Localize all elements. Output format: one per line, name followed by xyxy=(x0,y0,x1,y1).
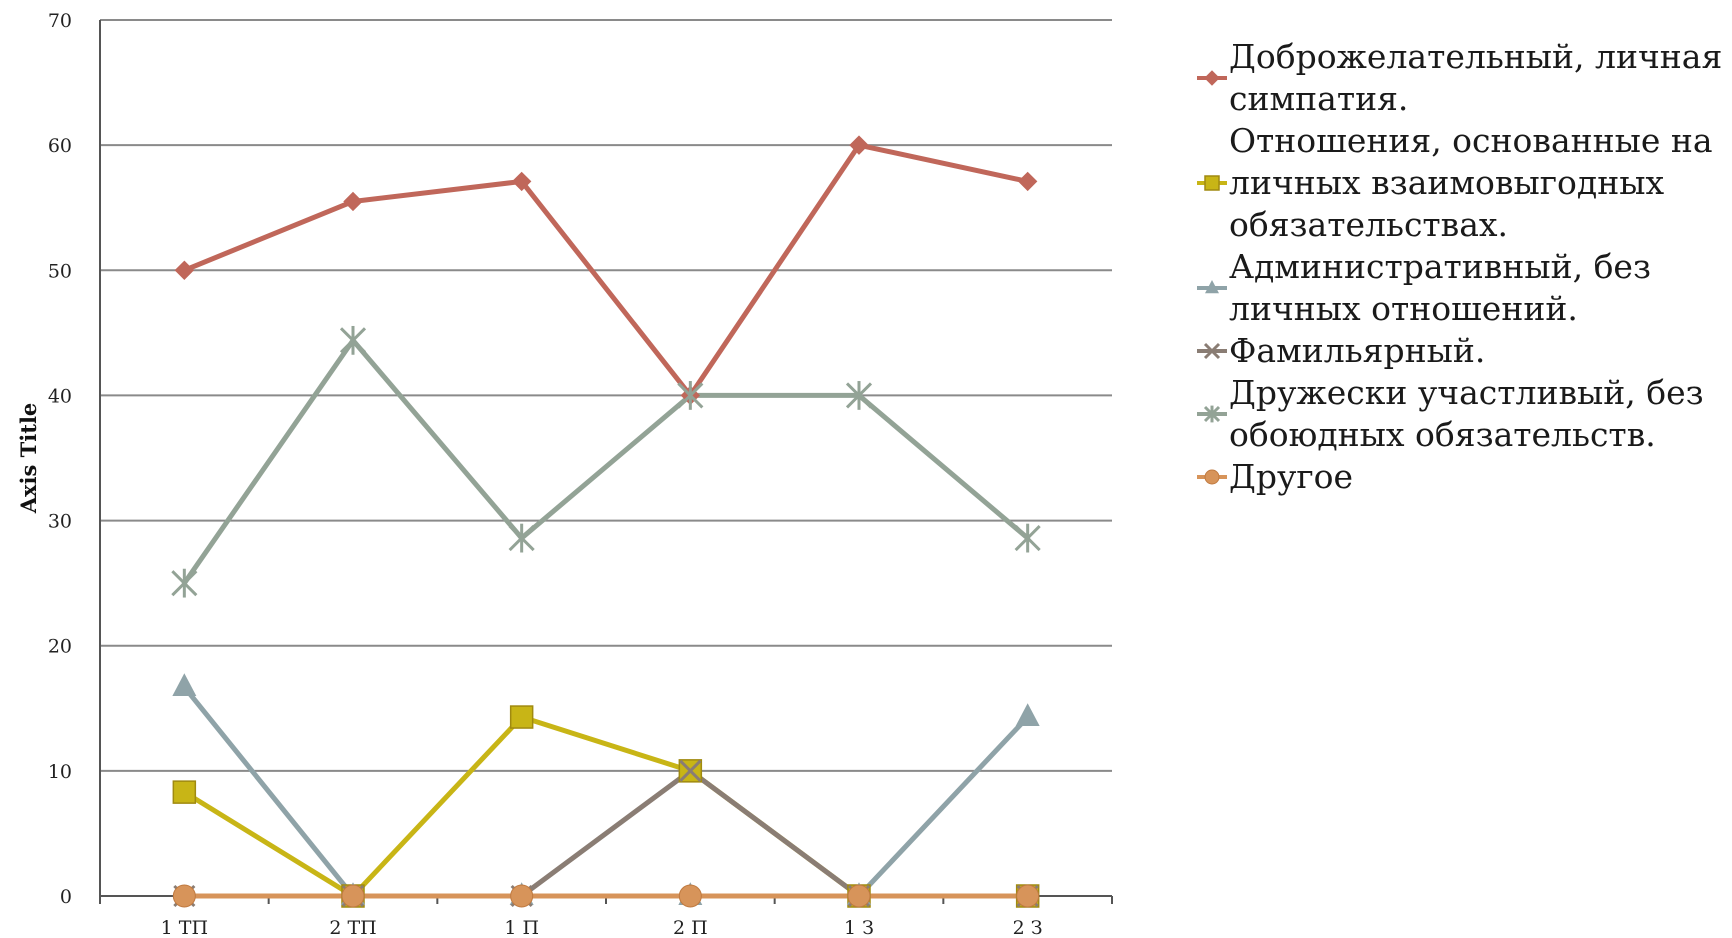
data-point xyxy=(678,884,702,908)
legend-marker-icon xyxy=(1197,405,1227,423)
series-markers-2 xyxy=(172,705,1040,908)
legend-marker-shape xyxy=(1204,70,1220,86)
data-point xyxy=(339,325,367,355)
series-markers-3 xyxy=(172,673,1040,905)
legend-marker-shape xyxy=(1203,405,1221,423)
data-point xyxy=(1015,703,1040,727)
data-point xyxy=(511,171,532,192)
data-point xyxy=(849,135,869,155)
legend-item-2: Отношения, основанные на личных взаимовы… xyxy=(1195,120,1725,246)
x-tick-label: 2 П xyxy=(673,917,708,938)
x-tick-label: 2 З xyxy=(1013,917,1043,938)
y-tick-label-30: 30 xyxy=(48,511,72,533)
legend-marker-shape xyxy=(1204,175,1220,191)
x-tick-label: 1 З xyxy=(844,917,874,938)
y-tick-label-40: 40 xyxy=(48,385,72,407)
legend-label: Другое xyxy=(1229,457,1354,496)
data-point xyxy=(174,260,195,280)
legend-label: Административный, без личных отношений. xyxy=(1229,247,1651,328)
data-point xyxy=(172,884,196,908)
y-tick-label-70: 70 xyxy=(48,10,72,32)
legend-marker-icon xyxy=(1197,279,1227,294)
legend-item-6: Другое xyxy=(1195,456,1725,498)
legend-label: Фамильярный. xyxy=(1229,331,1486,370)
series-line-5 xyxy=(181,337,1031,586)
line-chart: 0 10 20 30 40 50 60 70 1 ТП 2 ТП 1 П 2 П 1 З 2 З Axis … xyxy=(16,10,1113,938)
data-point xyxy=(172,780,197,804)
data-point xyxy=(677,381,704,410)
data-point xyxy=(679,759,702,782)
x-tick-label: 1 ТП xyxy=(161,917,208,938)
data-point xyxy=(171,568,198,598)
data-point xyxy=(1017,171,1038,192)
data-point xyxy=(341,884,365,908)
data-point xyxy=(847,884,871,908)
legend-item-4: Фамильярный. xyxy=(1195,330,1725,372)
legend-item-5: Дружески участливый, без обоюдных обязат… xyxy=(1195,372,1725,456)
x-tick-label: 2 ТП xyxy=(329,917,376,938)
legend-marker-icon xyxy=(1197,70,1227,86)
legend-marker-icon xyxy=(1197,342,1227,360)
y-tick-label-0: 0 xyxy=(60,886,72,908)
legend-label: Отношения, основанные на личных взаимовы… xyxy=(1229,121,1713,244)
y-tick-label-60: 60 xyxy=(48,135,72,157)
series-markers-5 xyxy=(171,325,1041,598)
data-point xyxy=(510,884,534,908)
legend-marker-icon xyxy=(1197,469,1227,485)
series-line-3 xyxy=(181,684,1031,899)
data-point xyxy=(508,523,535,553)
y-axis-title: Axis Title xyxy=(16,403,41,515)
data-point xyxy=(1016,884,1040,908)
data-point xyxy=(343,191,363,212)
y-tick-label-50: 50 xyxy=(48,260,72,282)
legend-label: Дружески участливый, без обоюдных обязат… xyxy=(1229,373,1704,454)
legend-label: Доброжелательный, личная симпатия. xyxy=(1229,37,1723,118)
y-tick-label-10: 10 xyxy=(48,761,72,783)
legend-item-3: Административный, без личных отношений. xyxy=(1195,246,1725,330)
series-markers-6 xyxy=(172,884,1040,908)
y-tick-label-20: 20 xyxy=(48,636,72,658)
series-line-2 xyxy=(181,714,1031,899)
legend-marker-shape xyxy=(1205,279,1219,294)
legend-marker-shape xyxy=(1204,469,1220,485)
data-point xyxy=(1014,523,1041,553)
series-line-1 xyxy=(181,142,1031,398)
legend-marker-shape xyxy=(1203,342,1221,360)
series-line-4 xyxy=(181,768,1031,899)
data-point xyxy=(845,381,873,410)
data-point xyxy=(172,673,197,697)
legend-item-1: Доброжелательный, личная симпатия. xyxy=(1195,36,1725,120)
data-point xyxy=(509,705,534,729)
x-tick-label: 1 П xyxy=(504,917,539,938)
chart-legend: Доброжелательный, личная симпатия. Отноше… xyxy=(1195,36,1725,498)
legend-marker-icon xyxy=(1197,175,1227,191)
